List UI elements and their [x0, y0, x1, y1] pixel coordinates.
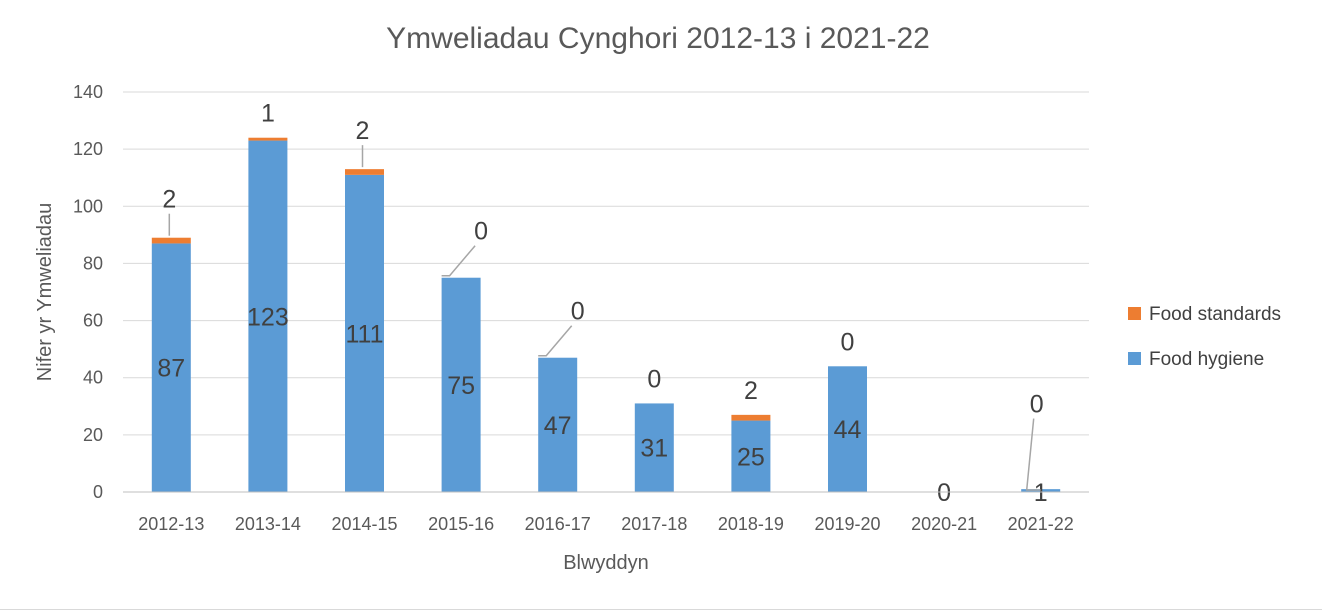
- bar-food-hygiene: [538, 357, 578, 492]
- data-label-food-hygiene: 111: [345, 320, 383, 348]
- bar-food-hygiene: [345, 174, 384, 492]
- legend-label-food-hygiene: Food hygiene: [1149, 349, 1264, 370]
- x-tick-label: 2019-20: [814, 514, 880, 534]
- y-tick-label: 120: [73, 139, 103, 159]
- data-label-food-hygiene: 47: [544, 412, 572, 440]
- data-label-food-standards: 0: [841, 328, 855, 356]
- data-label-food-hygiene: 1: [1034, 479, 1048, 507]
- data-label-food-hygiene: 123: [247, 303, 289, 331]
- bar-food-hygiene: [828, 366, 867, 492]
- data-label-food-hygiene: 31: [640, 435, 668, 463]
- x-tick-label: 2012-13: [138, 514, 204, 534]
- bar-food-hygiene: [634, 403, 674, 492]
- leader-line: [1025, 418, 1041, 491]
- data-label-food-hygiene: 75: [447, 372, 475, 400]
- bar-food-hygiene: [248, 140, 288, 493]
- x-tick-label: 2020-21: [911, 514, 977, 534]
- bar-food-standards: [248, 137, 288, 141]
- x-axis-title: Blwyddyn: [563, 552, 649, 574]
- chart-title: Ymweliadau Cynghori 2012-13 i 2021-22: [386, 22, 930, 55]
- legend: Food standards Food hygiene: [1128, 304, 1281, 370]
- data-label-food-standards: 0: [571, 298, 585, 326]
- x-tick-label: 2013-14: [235, 514, 301, 534]
- x-tick-label: 2017-18: [621, 514, 687, 534]
- y-tick-label: 20: [83, 425, 103, 445]
- data-label-food-standards: 0: [647, 365, 661, 393]
- bar-food-standards: [151, 237, 191, 244]
- y-tick-label: 100: [73, 196, 103, 216]
- y-tick-label: 0: [93, 482, 103, 502]
- bar-food-standards: [345, 169, 384, 175]
- data-label-food-hygiene: 44: [834, 416, 862, 444]
- y-tick-label: 140: [73, 82, 103, 102]
- x-tick-label: 2014-15: [331, 514, 397, 534]
- data-label-food-standards: 0: [1030, 391, 1044, 419]
- data-label-food-hygiene: 0: [937, 479, 951, 507]
- data-label-food-standards: 2: [744, 377, 758, 405]
- y-axis-title: Nifer yr Ymweliadau: [34, 203, 56, 382]
- leader-line: [538, 325, 573, 357]
- data-label-food-standards: 1: [261, 100, 275, 128]
- x-tick-label: 2018-19: [718, 514, 784, 534]
- legend-swatch-food-standards: [1128, 307, 1141, 320]
- bar-food-hygiene: [151, 243, 191, 492]
- legend-swatch-food-hygiene: [1128, 352, 1141, 365]
- x-tick-label: 2015-16: [428, 514, 494, 534]
- bar-food-hygiene: [731, 420, 771, 492]
- bar-food-hygiene: [441, 277, 481, 492]
- y-tick-label: 40: [83, 368, 103, 388]
- data-label-food-hygiene: 87: [157, 355, 185, 383]
- x-tick-label: 2016-17: [525, 514, 591, 534]
- data-label-food-hygiene: 25: [737, 443, 765, 471]
- leader-line: [441, 245, 476, 277]
- data-label-food-standards: 0: [474, 218, 488, 246]
- y-tick-label: 80: [83, 253, 103, 273]
- data-label-food-standards: 2: [356, 117, 370, 145]
- y-tick-label: 60: [83, 311, 103, 331]
- legend-label-food-standards: Food standards: [1149, 304, 1281, 325]
- data-label-food-standards: 2: [162, 186, 176, 214]
- x-tick-label: 2021-22: [1008, 514, 1074, 534]
- bar-food-standards: [731, 414, 771, 421]
